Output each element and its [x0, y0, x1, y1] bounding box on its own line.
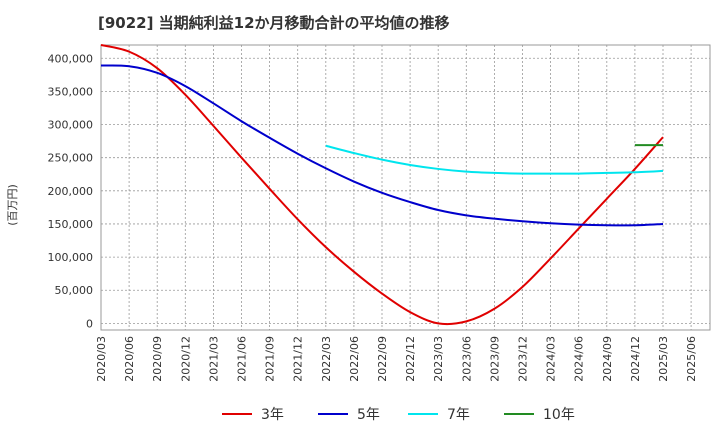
x-tick-label: 2020/03 [95, 336, 108, 382]
series-line [100, 64, 664, 227]
y-tick-label: 0 [86, 317, 93, 330]
y-tick-label: 250,000 [48, 152, 94, 165]
series-line [100, 44, 664, 326]
y-axis-label: (百万円) [6, 184, 19, 226]
y-tick-label: 200,000 [48, 185, 94, 198]
y-tick-label: 300,000 [48, 119, 94, 132]
x-tick-label: 2020/09 [151, 336, 164, 382]
legend-label: 5年 [357, 407, 380, 423]
x-tick-label: 2024/12 [629, 336, 642, 382]
x-tick-label: 2025/06 [685, 336, 698, 382]
chart-title: [9022] 当期純利益12か月移動合計の平均値の推移 [98, 14, 450, 32]
x-tick-label: 2021/03 [207, 336, 220, 382]
x-tick-label: 2020/06 [123, 336, 136, 382]
x-tick-label: 2025/03 [657, 336, 670, 382]
legend-label: 7年 [447, 407, 470, 423]
x-tick-label: 2023/09 [488, 336, 501, 382]
y-tick-label: 50,000 [55, 284, 94, 297]
y-tick-label: 400,000 [48, 52, 94, 65]
x-tick-label: 2022/12 [404, 336, 417, 382]
legend-label: 10年 [543, 407, 575, 423]
x-tick-label: 2022/06 [348, 336, 361, 382]
legend-label: 3年 [261, 407, 284, 423]
x-tick-label: 2024/09 [601, 336, 614, 382]
y-tick-label: 100,000 [48, 251, 94, 264]
x-tick-label: 2024/06 [573, 336, 586, 382]
x-tick-label: 2021/06 [236, 336, 249, 382]
x-tick-label: 2022/03 [320, 336, 333, 382]
y-tick-label: 350,000 [48, 85, 94, 98]
x-tick-label: 2023/03 [432, 336, 445, 382]
series-line [325, 144, 664, 175]
x-tick-label: 2024/03 [545, 336, 558, 382]
x-tick-label: 2023/12 [517, 336, 530, 382]
y-tick-label: 150,000 [48, 218, 94, 231]
x-tick-label: 2020/12 [179, 336, 192, 382]
x-tick-label: 2021/09 [264, 336, 277, 382]
x-tick-label: 2021/12 [292, 336, 305, 382]
x-tick-label: 2022/09 [376, 336, 389, 382]
plot-area [100, 44, 711, 331]
x-tick-label: 2023/06 [460, 336, 473, 382]
